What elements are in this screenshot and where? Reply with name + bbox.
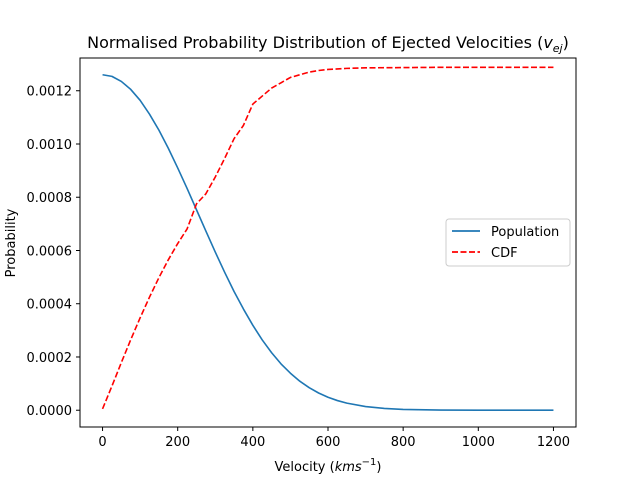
- series-line-population: [102, 73, 554, 412]
- series-line-cdf: [101, 66, 554, 410]
- x-tick-label: 1000: [462, 435, 495, 450]
- y-tick-label: 0.0000: [27, 404, 73, 419]
- x-tick-label: 200: [165, 435, 190, 450]
- x-axis-label: Velocity (kms−1): [275, 457, 382, 475]
- y-tick-label: 0.0012: [27, 85, 73, 100]
- y-tick-label: 0.0004: [27, 298, 73, 313]
- x-axis: 0 200 400 600 800 1000 1200: [98, 427, 570, 450]
- y-axis-label: Probability: [4, 208, 19, 277]
- x-tick-label: 1200: [537, 435, 570, 450]
- legend: Population CDF: [445, 218, 571, 267]
- x-tick-label: 0: [98, 435, 106, 450]
- y-tick-label: 0.0008: [27, 191, 73, 206]
- y-tick-label: 0.0002: [27, 351, 73, 366]
- series-group: [101, 66, 554, 412]
- x-tick-label: 400: [240, 435, 265, 450]
- y-tick-label: 0.0010: [27, 138, 73, 153]
- chart-title: Normalised Probability Distribution of E…: [87, 33, 569, 55]
- legend-label-cdf: CDF: [491, 246, 518, 261]
- x-tick-label: 800: [391, 435, 416, 450]
- x-tick-label: 600: [316, 435, 341, 450]
- y-tick-label: 0.0006: [27, 244, 73, 259]
- y-axis: 0.0000 0.0002 0.0004 0.0006 0.0008 0.0010 0.00…: [27, 85, 80, 419]
- legend-label-population: Population: [491, 225, 559, 240]
